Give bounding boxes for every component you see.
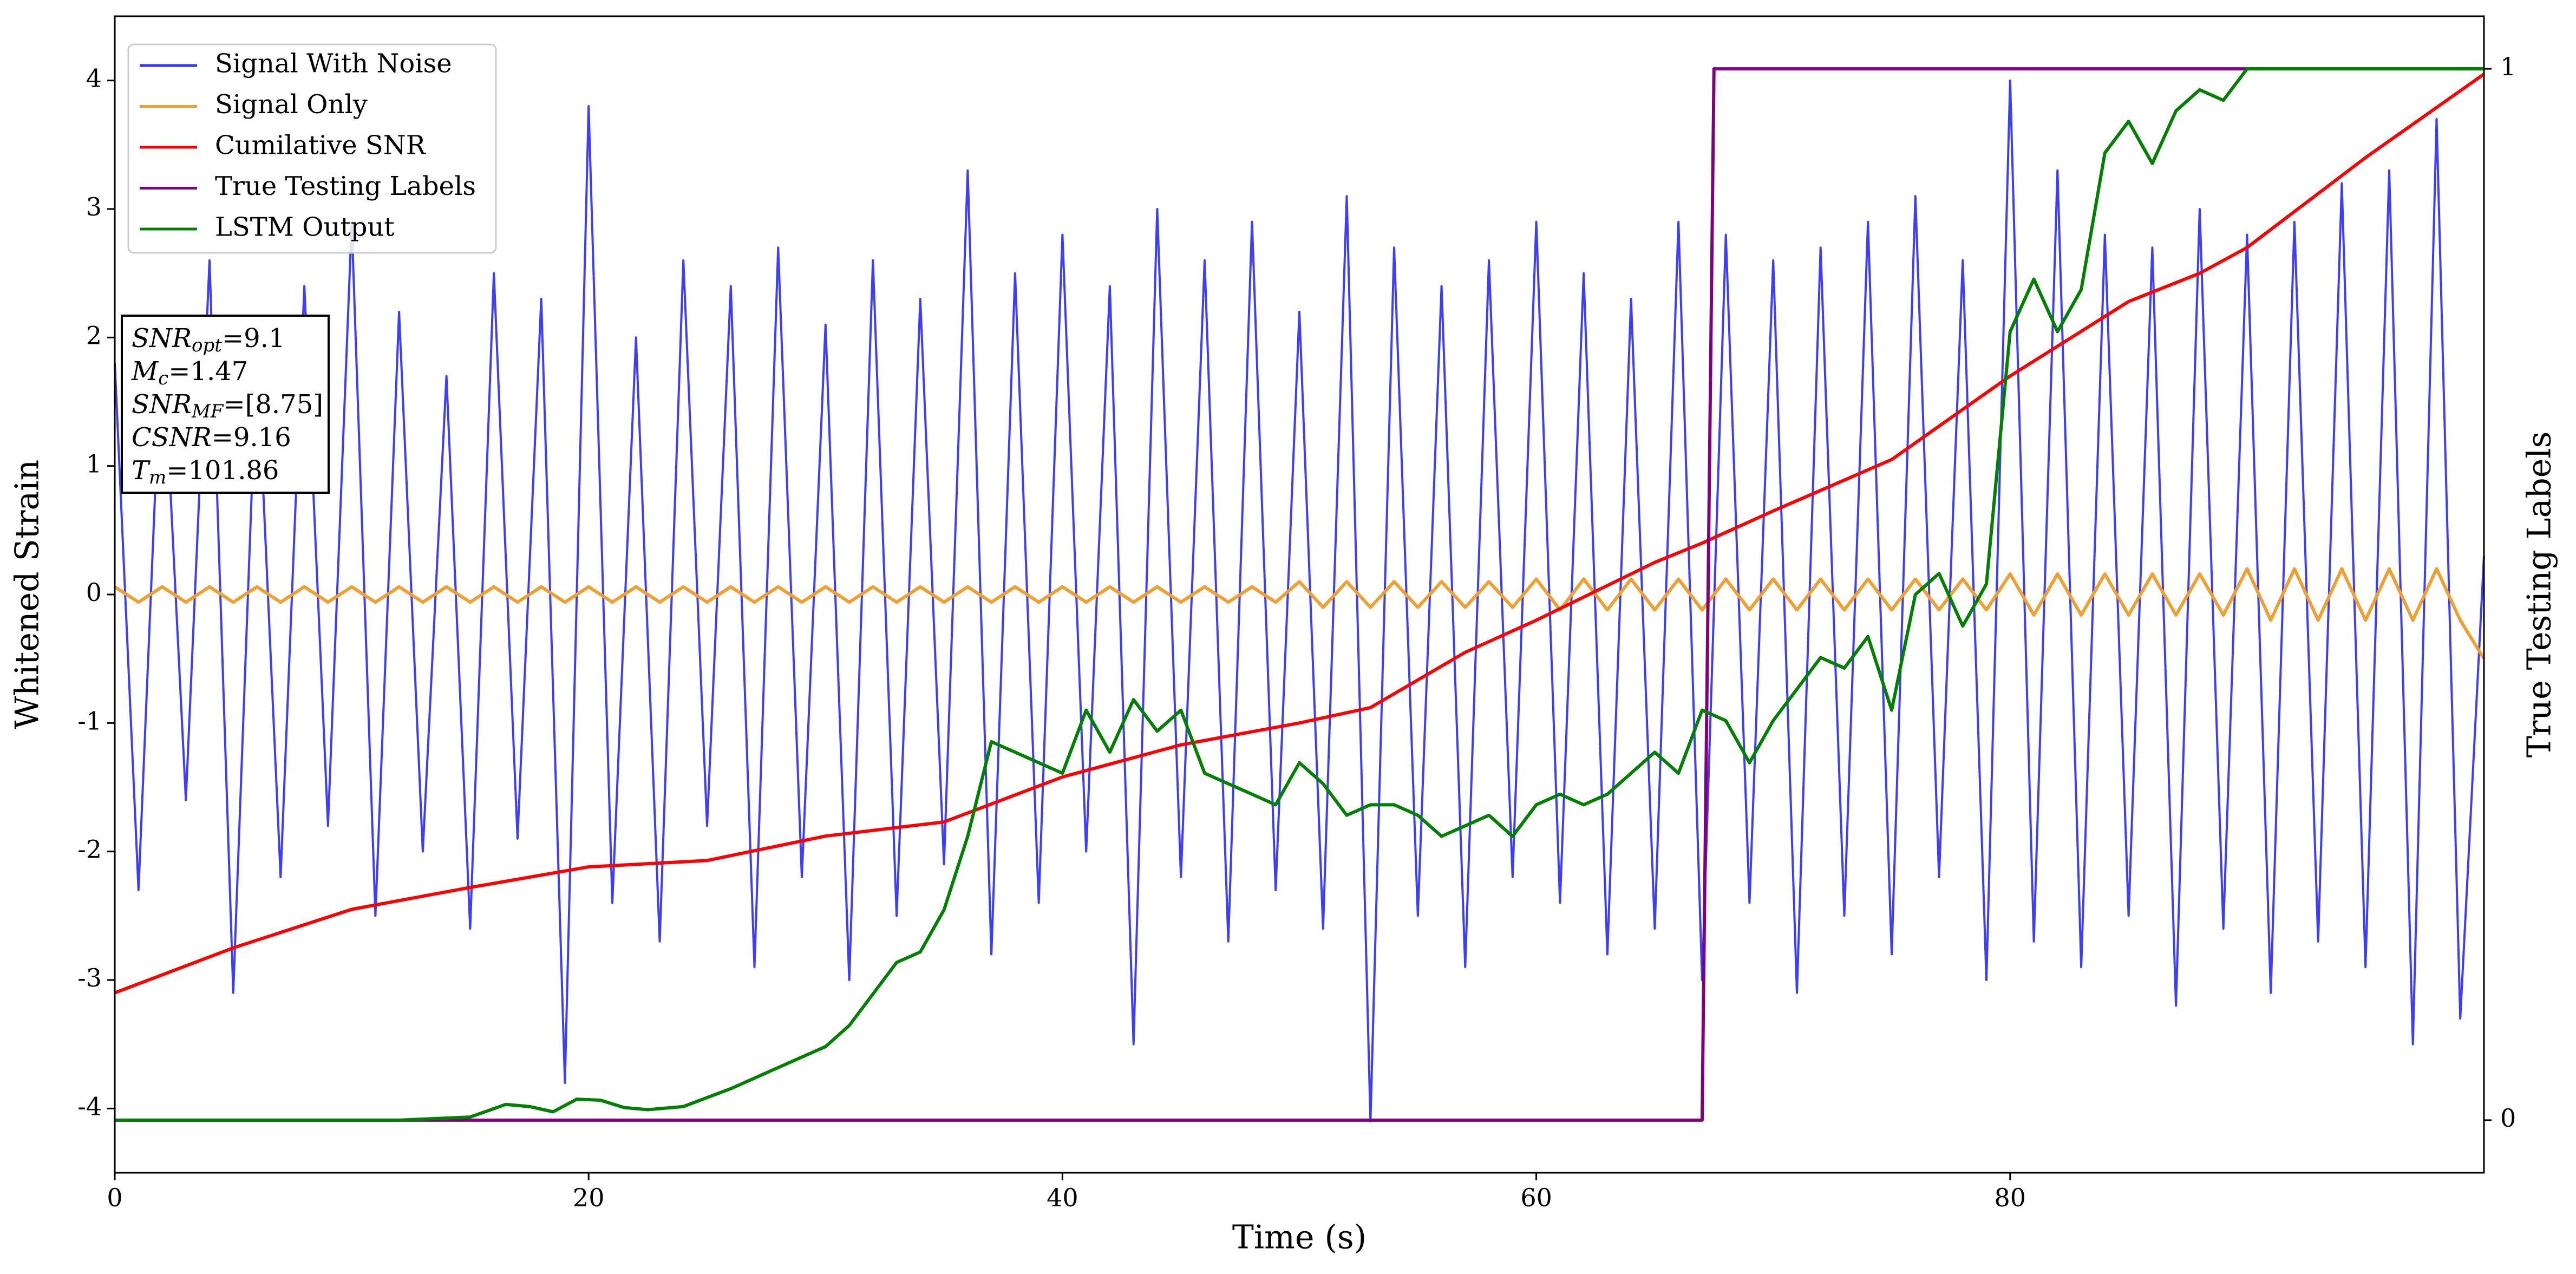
x-tick-label: 80 bbox=[1995, 1183, 2026, 1212]
annotation-line: SNRopt=9.1 bbox=[132, 323, 285, 357]
annotation-line: Tm=101.86 bbox=[132, 455, 279, 489]
y-tick-label: -2 bbox=[77, 835, 102, 864]
x-tick-label: 20 bbox=[573, 1183, 605, 1212]
y2-axis-label: True Testing Labels bbox=[2521, 432, 2559, 758]
y-tick-label: 4 bbox=[86, 64, 102, 93]
annotation-line: Mc=1.47 bbox=[131, 356, 248, 390]
annotation-symbol: M bbox=[131, 356, 159, 387]
annotation-subscript: c bbox=[158, 368, 168, 389]
y-tick-label: -3 bbox=[77, 963, 102, 992]
y2-tick-label: 1 bbox=[2500, 52, 2516, 81]
annotation-subscript: opt bbox=[192, 335, 222, 356]
annotation: SNRopt=9.1Mc=1.47SNRMF=[8.75]CSNR=9.16Tm… bbox=[121, 315, 330, 494]
legend-label: Cumilative SNR bbox=[215, 130, 427, 161]
annotation-symbol: SNR bbox=[132, 323, 192, 354]
y-tick-label: 3 bbox=[86, 192, 102, 221]
annotation-subscript: MF bbox=[191, 401, 224, 422]
legend-label: Signal With Noise bbox=[215, 49, 452, 79]
annotation-value: =[8.75] bbox=[223, 389, 323, 420]
series-line bbox=[114, 79, 2485, 1123]
annotation-value: =9.16 bbox=[212, 422, 291, 453]
y-tick-label: -4 bbox=[77, 1092, 102, 1121]
annotation-symbol: SNR bbox=[132, 389, 192, 420]
annotation-value: =9.1 bbox=[222, 323, 285, 354]
legend: Signal With Noise Signal Only Cumilative S… bbox=[127, 43, 497, 254]
legend-label: Signal Only bbox=[215, 89, 368, 120]
series-line bbox=[115, 67, 2484, 1122]
annotation-line: SNRMF=[8.75] bbox=[132, 389, 323, 423]
y-axis-label: Whitened Strain bbox=[9, 460, 47, 729]
annotation-line: CSNR=9.16 bbox=[132, 422, 291, 453]
x-tick-label: 40 bbox=[1047, 1183, 1078, 1212]
x-axis-label: Time (s) bbox=[1232, 1219, 1367, 1257]
legend-label: LSTM Output bbox=[215, 212, 395, 243]
series-line bbox=[114, 567, 2486, 660]
plot-area bbox=[114, 67, 2486, 1123]
annotation-subscript: m bbox=[149, 467, 166, 488]
legend-box bbox=[127, 43, 497, 254]
x-tick-label: 0 bbox=[107, 1183, 122, 1212]
annotation-value: =1.47 bbox=[168, 356, 248, 387]
y2-tick-label: 0 bbox=[2500, 1103, 2516, 1133]
annotation-symbol: CSNR bbox=[132, 422, 212, 453]
y-tick-label: 1 bbox=[86, 449, 102, 479]
annotation-value: =101.86 bbox=[166, 455, 279, 486]
annotation-symbol: T bbox=[132, 455, 151, 486]
series-line bbox=[114, 73, 2485, 995]
series-line bbox=[115, 67, 2484, 1122]
legend-label: True Testing Labels bbox=[215, 171, 476, 201]
y-tick-label: -1 bbox=[77, 706, 102, 735]
annotation-box bbox=[121, 315, 330, 494]
y-tick-label: 0 bbox=[86, 578, 102, 607]
x-tick-label: 60 bbox=[1520, 1183, 1552, 1212]
y-tick-label: 2 bbox=[86, 321, 102, 350]
